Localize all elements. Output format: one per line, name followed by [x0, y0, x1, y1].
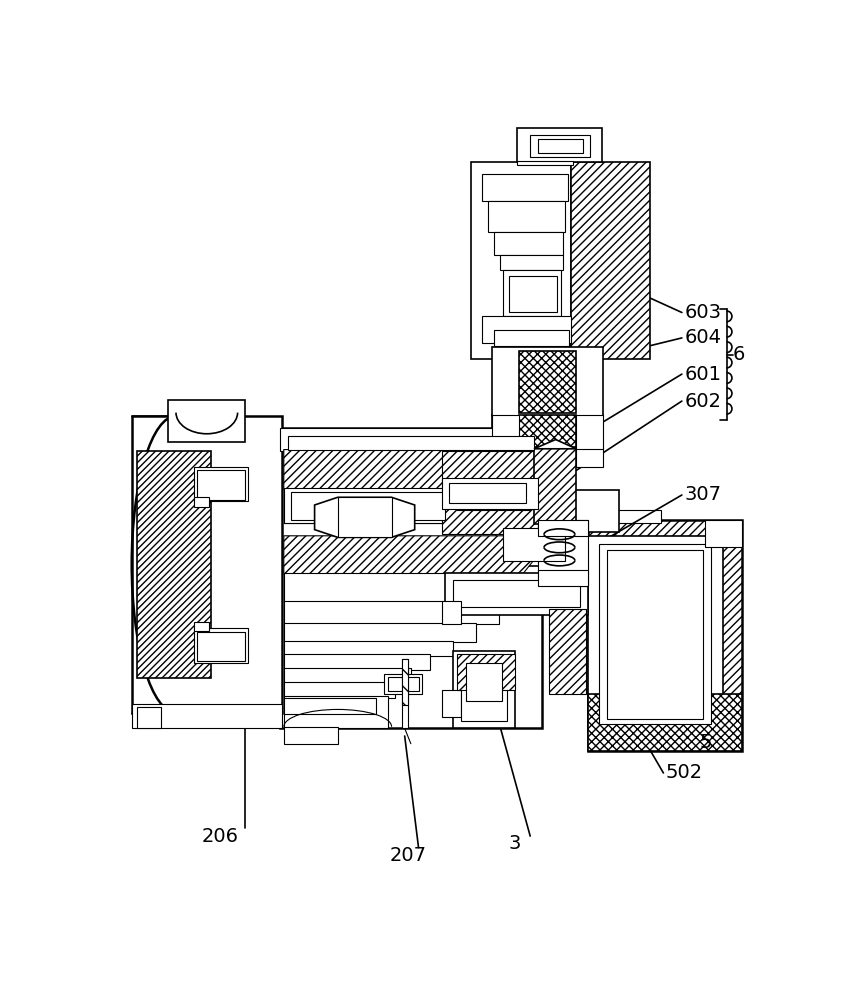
Text: 601: 601 [684, 365, 721, 384]
Text: 5: 5 [700, 733, 712, 752]
Text: 207: 207 [389, 846, 427, 865]
Bar [441, 601, 461, 624]
Bar [197, 632, 244, 661]
Bar [496, 523, 572, 566]
Bar [284, 641, 453, 656]
Bar [284, 488, 523, 523]
Bar [494, 330, 570, 346]
Bar [510, 276, 557, 312]
Bar [492, 447, 534, 466]
Bar [280, 428, 542, 728]
Bar [284, 573, 523, 604]
Bar [453, 651, 515, 728]
Bar [538, 570, 588, 586]
Polygon shape [588, 520, 742, 751]
Polygon shape [441, 451, 538, 534]
Bar [197, 470, 244, 500]
Bar [705, 520, 742, 547]
Bar [503, 528, 564, 561]
Bar [482, 174, 568, 201]
Bar [441, 478, 538, 509]
Bar [577, 447, 603, 466]
Text: 602: 602 [684, 392, 721, 411]
Text: 502: 502 [666, 763, 703, 782]
Bar [588, 536, 723, 732]
Bar [517, 161, 572, 165]
Bar [284, 727, 337, 744]
Text: 3: 3 [509, 834, 521, 853]
Bar [599, 544, 711, 724]
Bar [284, 698, 376, 714]
Bar [466, 663, 502, 701]
Bar [534, 447, 577, 524]
Bar [517, 128, 602, 162]
Bar [337, 497, 392, 537]
Text: 206: 206 [201, 827, 238, 846]
Bar [284, 623, 476, 642]
Polygon shape [534, 440, 577, 449]
Bar [577, 415, 603, 449]
Bar [132, 704, 283, 728]
Bar [384, 674, 422, 694]
Bar [471, 162, 571, 359]
Bar [193, 497, 209, 507]
Bar [538, 520, 588, 586]
Text: 6: 6 [733, 345, 745, 364]
Bar [488, 201, 564, 232]
Text: 603: 603 [684, 303, 721, 322]
Bar [500, 255, 564, 270]
Bar [388, 677, 419, 691]
Bar [531, 135, 590, 157]
Polygon shape [457, 654, 515, 690]
Bar [492, 347, 603, 416]
Bar [193, 628, 248, 663]
Bar [284, 696, 388, 728]
Bar [446, 573, 588, 615]
Bar [457, 495, 531, 510]
Bar [588, 694, 742, 751]
Bar [453, 580, 580, 607]
Polygon shape [401, 659, 407, 705]
Bar [482, 316, 571, 343]
Polygon shape [550, 609, 586, 694]
Bar [138, 707, 160, 728]
Bar [284, 682, 395, 698]
Bar [492, 415, 518, 449]
Bar [193, 466, 248, 501]
Bar [138, 451, 211, 678]
Text: 307: 307 [684, 485, 721, 504]
Bar [280, 428, 542, 451]
Bar [461, 659, 507, 721]
Bar [518, 351, 577, 413]
Bar [503, 270, 561, 316]
Bar [518, 415, 577, 449]
Bar [607, 550, 703, 719]
Polygon shape [284, 450, 538, 490]
Bar [193, 622, 209, 631]
Bar [449, 483, 526, 503]
Polygon shape [284, 536, 538, 574]
Polygon shape [571, 162, 649, 359]
Bar [168, 400, 245, 442]
Bar [441, 690, 461, 717]
Bar [132, 416, 283, 713]
Bar [288, 436, 534, 450]
Bar [494, 232, 564, 255]
Bar [284, 654, 430, 670]
Bar [538, 520, 588, 536]
Bar [284, 510, 662, 523]
Bar [449, 490, 619, 532]
Bar [291, 492, 446, 520]
Bar [284, 601, 499, 624]
Polygon shape [315, 497, 414, 537]
Bar [401, 659, 407, 728]
Bar [538, 139, 583, 153]
Text: 604: 604 [684, 328, 721, 347]
Bar [284, 668, 411, 684]
